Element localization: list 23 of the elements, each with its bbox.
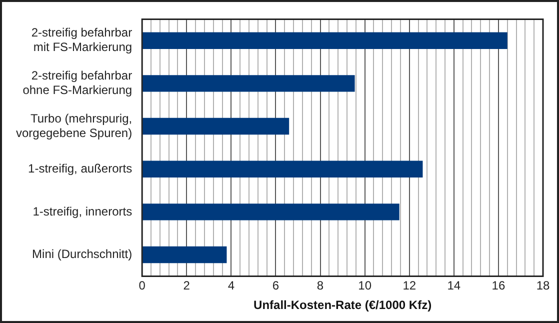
y-tick-label: 1-streifig, innerorts — [32, 204, 132, 218]
y-tick-label: 1-streifig, außerorts — [28, 161, 132, 176]
bar — [142, 160, 423, 178]
x-tick-label: 8 — [316, 278, 324, 293]
x-tick-label: 4 — [228, 278, 235, 293]
y-tick-label: 2-streifig befahrbar mit FS-Markierung — [31, 26, 132, 54]
x-tick-label: 18 — [536, 278, 550, 293]
x-tick-label: 10 — [358, 278, 372, 293]
x-tick-label: 6 — [272, 278, 280, 293]
x-tick-label: 0 — [138, 278, 146, 293]
bar — [142, 75, 355, 92]
bar — [142, 32, 508, 49]
y-tick-label: 2-streifig befahrbar ohne FS-Markierung — [22, 68, 132, 97]
y-tick-label: Mini (Durchschnitt) — [32, 247, 132, 262]
bar — [142, 246, 227, 264]
bar — [142, 204, 400, 220]
x-tick-label: 14 — [447, 278, 461, 293]
x-tick-label: 16 — [492, 278, 506, 293]
x-tick-label: 12 — [402, 278, 416, 293]
x-tick-label: 2 — [183, 278, 190, 293]
y-tick-label: Turbo (mehrspurig, vorgegebene Spuren) — [16, 111, 132, 140]
bar — [142, 118, 290, 135]
x-axis-title: Unfall-Kosten-Rate (€/1000 Kfz) — [254, 298, 432, 312]
